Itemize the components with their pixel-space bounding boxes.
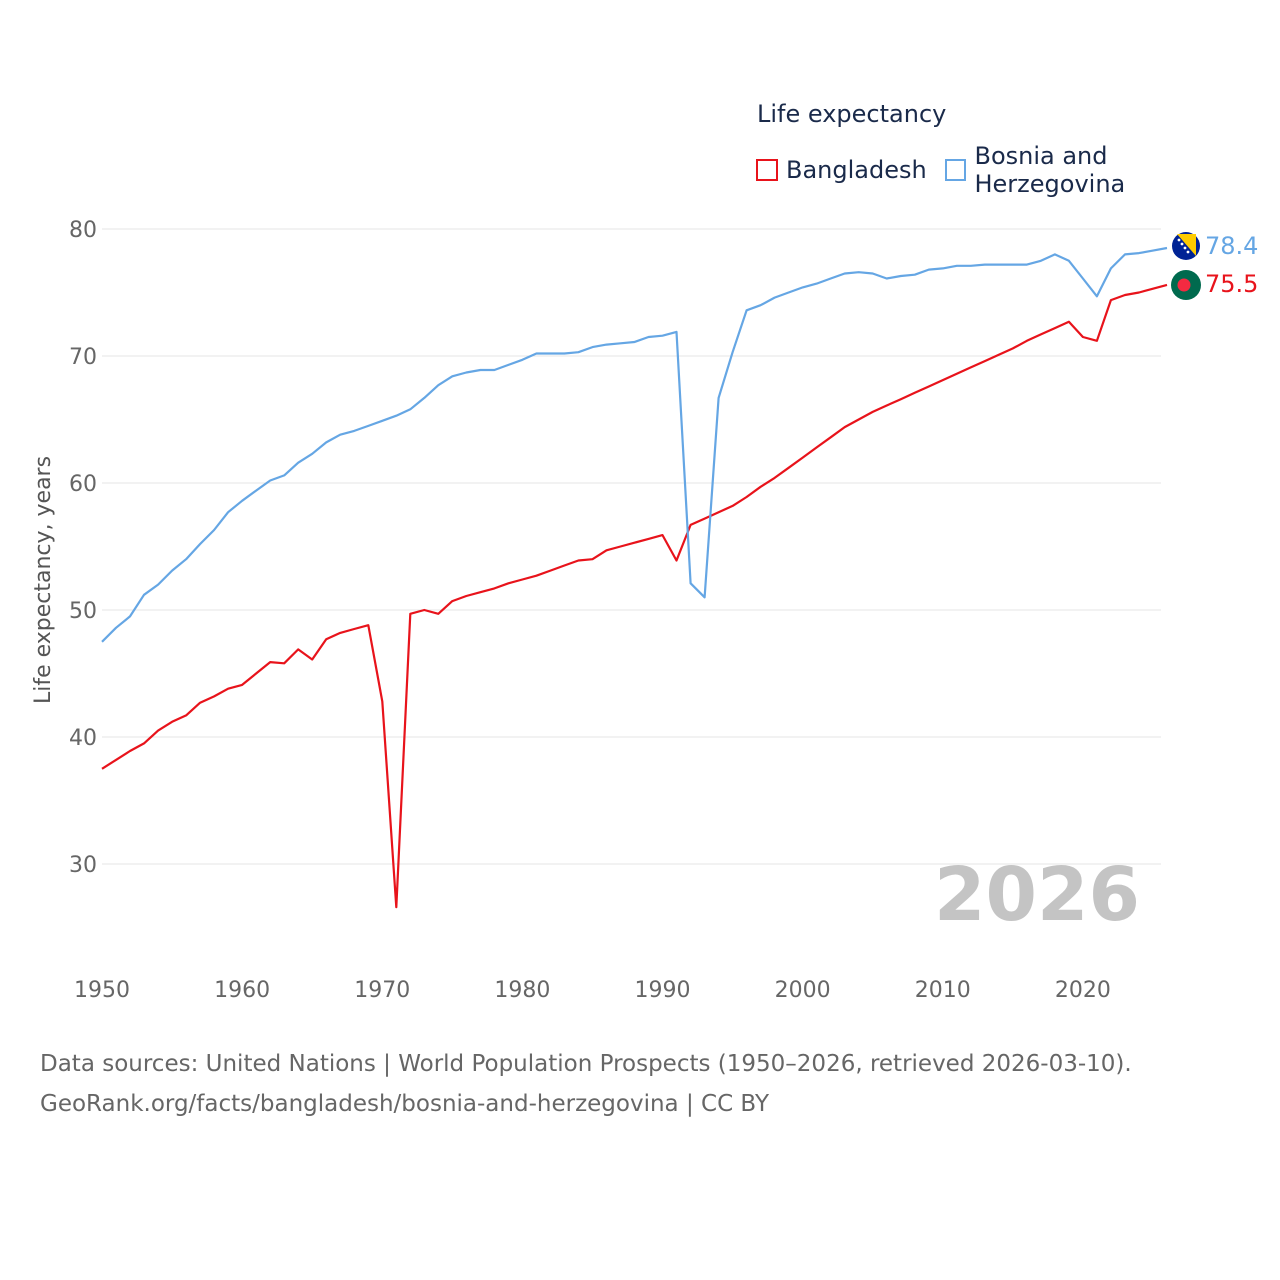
- series-line-bangladesh: [101, 283, 1168, 909]
- x-tick-2000: 2000: [775, 978, 831, 1003]
- legend-swatch-bangladesh: [756, 159, 778, 181]
- series-lines: [101, 246, 1168, 909]
- y-tick-70: 70: [69, 345, 97, 370]
- bangladesh-flag-icon: [1171, 270, 1201, 300]
- bosnia-flag-icon: [1172, 232, 1200, 260]
- bangladesh-end-value: 75.5: [1205, 270, 1258, 298]
- legend-item-bosnia[interactable]: Bosnia and Herzegovina: [944, 142, 1262, 198]
- source-line-1: Data sources: United Nations | World Pop…: [40, 1051, 1132, 1077]
- source-line-2[interactable]: GeoRank.org/facts/bangladesh/bosnia-and-…: [40, 1091, 770, 1117]
- y-axis-label: Life expectancy, years: [31, 456, 56, 704]
- x-tick-1960: 1960: [214, 978, 270, 1003]
- y-tick-labels: 30 40 50 60 70 80: [69, 218, 97, 878]
- x-tick-2010: 2010: [915, 978, 971, 1003]
- y-tick-50: 50: [69, 599, 97, 624]
- legend-label-bangladesh: Bangladesh: [786, 156, 927, 184]
- x-tick-2020: 2020: [1055, 978, 1111, 1003]
- y-tick-30: 30: [69, 853, 97, 878]
- y-tick-60: 60: [69, 472, 97, 497]
- y-tick-80: 80: [69, 218, 97, 243]
- legend-swatch-bosnia: [944, 159, 967, 181]
- legend-item-bangladesh[interactable]: Bangladesh: [756, 156, 927, 184]
- bosnia-end-value: 78.4: [1205, 232, 1258, 260]
- x-tick-1990: 1990: [635, 978, 691, 1003]
- y-tick-40: 40: [69, 726, 97, 751]
- source-note: Data sources: United Nations | World Pop…: [40, 1044, 1132, 1124]
- x-tick-1970: 1970: [354, 978, 410, 1003]
- legend: Bangladesh Bosnia and Herzegovina: [756, 142, 1280, 198]
- x-tick-1950: 1950: [74, 978, 130, 1003]
- x-tick-labels: 1950 1960 1970 1980 1990 2000 2010 2020: [74, 978, 1111, 1003]
- x-tick-1980: 1980: [494, 978, 550, 1003]
- legend-label-bosnia: Bosnia and Herzegovina: [974, 142, 1126, 198]
- legend-title: Life expectancy: [757, 100, 947, 128]
- grid-lines: [102, 228, 1161, 865]
- big-year-label: 2026: [934, 852, 1140, 938]
- series-end-markers: 78.4 75.5: [1171, 232, 1258, 300]
- series-line-bosnia-and-herzegovina: [101, 246, 1168, 643]
